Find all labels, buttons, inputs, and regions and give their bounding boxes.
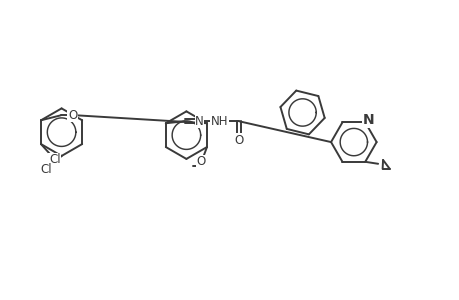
Text: N: N — [362, 113, 373, 128]
Text: NH: NH — [210, 115, 228, 128]
Text: Cl: Cl — [49, 153, 61, 167]
Text: Cl: Cl — [40, 163, 51, 176]
Text: O: O — [234, 134, 243, 147]
Text: N: N — [195, 115, 203, 128]
Text: O: O — [196, 155, 205, 168]
Text: O: O — [68, 109, 77, 122]
